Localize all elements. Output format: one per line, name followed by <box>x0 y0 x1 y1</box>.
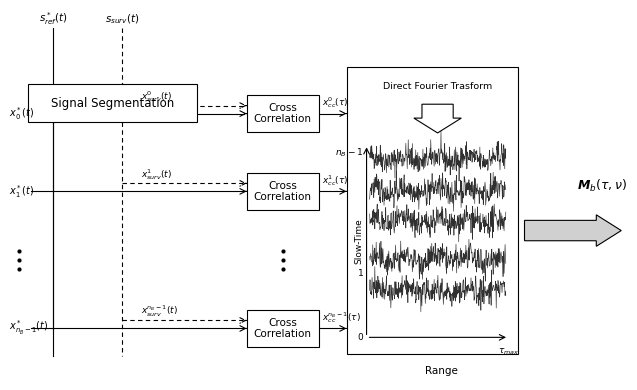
FancyBboxPatch shape <box>247 310 318 347</box>
Text: $s_{surv}(t)$: $s_{surv}(t)$ <box>104 12 139 25</box>
Text: $x^1_{surv}(t)$: $x^1_{surv}(t)$ <box>141 167 172 182</box>
Text: $x^0_{surv}(t)$: $x^0_{surv}(t)$ <box>141 89 172 104</box>
Text: $\boldsymbol{M}_b(\tau,\nu)$: $\boldsymbol{M}_b(\tau,\nu)$ <box>577 178 627 194</box>
Text: $n_B-1$: $n_B-1$ <box>335 147 364 159</box>
Text: 0: 0 <box>358 333 364 342</box>
Text: Slow-Time: Slow-Time <box>354 218 364 264</box>
FancyBboxPatch shape <box>247 96 318 132</box>
Polygon shape <box>414 104 461 133</box>
Text: Correlation: Correlation <box>254 329 311 339</box>
Text: $s^*_{ref}(t)$: $s^*_{ref}(t)$ <box>39 10 68 27</box>
Text: $x^0_{cc}(\tau)$: $x^0_{cc}(\tau)$ <box>322 95 348 110</box>
Text: Correlation: Correlation <box>254 191 311 202</box>
Text: Cross: Cross <box>268 181 297 191</box>
Text: $x^*_1(t)$: $x^*_1(t)$ <box>10 183 35 200</box>
Text: 1: 1 <box>358 269 364 278</box>
Text: $\tau_{max}$: $\tau_{max}$ <box>498 347 520 357</box>
Text: Signal Segmentation: Signal Segmentation <box>51 96 174 110</box>
Text: $x^{n_B-1}_{surv}(t)$: $x^{n_B-1}_{surv}(t)$ <box>141 303 178 319</box>
Text: Direct Fourier Trasform: Direct Fourier Trasform <box>383 82 492 92</box>
Text: Cross: Cross <box>268 103 297 113</box>
Polygon shape <box>524 215 621 246</box>
FancyBboxPatch shape <box>347 67 519 354</box>
FancyBboxPatch shape <box>247 173 318 209</box>
Text: $x^1_{cc}(\tau)$: $x^1_{cc}(\tau)$ <box>322 173 348 188</box>
Text: Range: Range <box>425 366 457 376</box>
Text: $x^*_0(t)$: $x^*_0(t)$ <box>10 105 35 122</box>
FancyBboxPatch shape <box>28 83 197 122</box>
Text: Cross: Cross <box>268 318 297 328</box>
Text: Correlation: Correlation <box>254 114 311 124</box>
Text: $x^{n_B-1}_{cc}(\tau)$: $x^{n_B-1}_{cc}(\tau)$ <box>322 310 361 325</box>
Text: $x^*_{n_B-1}(t)$: $x^*_{n_B-1}(t)$ <box>10 319 49 337</box>
